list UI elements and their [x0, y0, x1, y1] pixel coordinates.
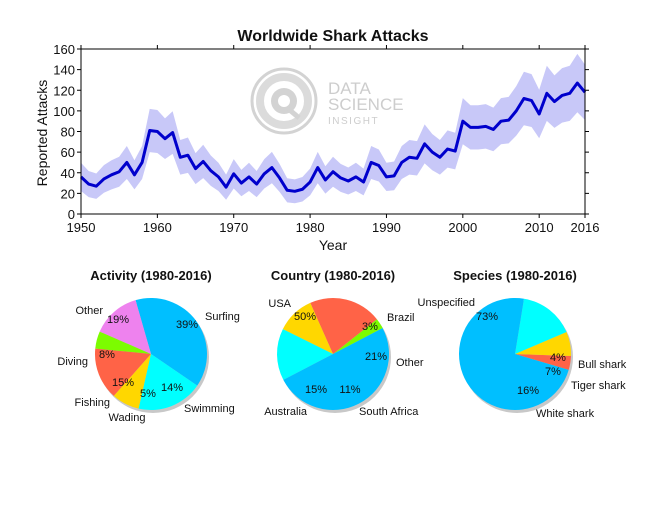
pie-slice: [310, 298, 377, 354]
pie-slice-label: South Africa: [359, 406, 419, 418]
pie-slice-label: Diving: [57, 356, 88, 368]
pie-slice-percent: 3%: [362, 321, 378, 333]
pie-slice: [282, 302, 333, 354]
x-tick-label: 2000: [448, 220, 477, 235]
pie-title: Activity (1980-2016): [90, 268, 211, 283]
watermark-line-1: DATA: [328, 79, 371, 98]
pie-slice: [138, 354, 198, 410]
pie-slice: [283, 328, 389, 410]
pie-slice-label: Fishing: [75, 397, 110, 409]
pie-slice-percent: 19%: [107, 314, 129, 326]
pie-slice-percent: 8%: [99, 349, 115, 361]
pie-slice-percent: 73%: [476, 311, 498, 323]
y-tick-label: 100: [53, 104, 75, 119]
pie-slice-label: Australia: [264, 406, 308, 418]
pie-chart: Country (1980-2016) 3% Brazil 21% Other 11% So…: [264, 268, 424, 418]
pie-slice-label: Bull shark: [578, 359, 627, 371]
watermark-line-2: SCIENCE: [328, 95, 404, 114]
x-tick-label: 1980: [296, 220, 325, 235]
pie-slice-label: Tiger shark: [571, 380, 626, 392]
x-tick-label: 2016: [571, 220, 600, 235]
pie-slice-percent: 4%: [550, 352, 566, 364]
pie-slice-label: USA: [268, 298, 291, 310]
pie-slice-label: Brazil: [387, 312, 415, 324]
pie-slice: [277, 329, 333, 380]
pie-slice-percent: 39%: [176, 319, 198, 331]
pie-slice-label: White shark: [536, 408, 595, 420]
y-tick-label: 120: [53, 83, 75, 98]
y-tick-label: 80: [61, 125, 75, 140]
pie-slice: [515, 331, 571, 356]
pie-slice-percent: 21%: [365, 351, 387, 363]
y-tick-label: 0: [68, 207, 75, 222]
pie-slice-label: Unspecified: [418, 297, 475, 309]
x-tick-label: 1950: [67, 220, 96, 235]
x-tick-label: 1960: [143, 220, 172, 235]
pie-slice-percent: 5%: [140, 388, 156, 400]
pie-chart: Species (1980-2016) 4% Bull shark 7% Tiger s…: [418, 268, 627, 420]
pie-slice-label: Wading: [109, 412, 146, 424]
y-axis-label: Reported Attacks: [34, 80, 50, 187]
pie-slice-percent: 15%: [112, 377, 134, 389]
pie-slice: [515, 298, 567, 354]
pie-title: Species (1980-2016): [453, 268, 577, 283]
y-tick-label: 160: [53, 42, 75, 57]
y-tick-label: 60: [61, 145, 75, 160]
pie-slice-label: Surfing: [205, 311, 240, 323]
pie-slice: [515, 354, 571, 370]
x-axis-label: Year: [319, 237, 348, 253]
pie-slice: [113, 354, 151, 409]
y-tick-label: 40: [61, 166, 75, 181]
pie-slice: [333, 319, 383, 354]
pie-slice: [459, 298, 569, 410]
pie-chart: Activity (1980-2016) 39% Surfing 14%Swimmin…: [57, 268, 240, 424]
watermark: DATA SCIENCE INSIGHT: [250, 67, 404, 135]
pie-slice: [95, 348, 151, 396]
x-tick-label: 2010: [525, 220, 554, 235]
pie-slice-label: Other: [396, 357, 424, 369]
pie-slice-label: Other: [75, 305, 103, 317]
pie-slice-percent: 7%: [545, 366, 561, 378]
pie-slice-label: Swimming: [184, 403, 235, 415]
pie-slice: [99, 300, 151, 354]
pie-slice: [95, 331, 151, 354]
attacks-line: [79, 81, 587, 193]
confidence-band-layer: [81, 53, 585, 204]
pie-slice: [135, 298, 207, 386]
watermark-line-3: INSIGHT: [328, 116, 379, 127]
axes-layer: 0 20 40 60 80 100 120 140 160 1950 1960 1970 1980 199…: [53, 42, 599, 235]
y-tick-label: 20: [61, 186, 75, 201]
pie-slice-percent: 14%: [161, 382, 183, 394]
line-chart: Worldwide Shark Attacks Reported Attacks…: [34, 28, 599, 253]
line-chart-title: Worldwide Shark Attacks: [237, 28, 428, 45]
y-tick-label: 140: [53, 63, 75, 78]
pie-charts: Activity (1980-2016) 39% Surfing 14%Swimmin…: [57, 268, 627, 424]
data-science-insight-logo-icon: [250, 67, 318, 135]
confidence-band: [81, 53, 585, 204]
series-layer: [79, 81, 587, 193]
x-tick-label: 1990: [372, 220, 401, 235]
pie-title: Country (1980-2016): [271, 268, 395, 283]
pie-slice-percent: 15%: [305, 384, 327, 396]
pie-slice-percent: 50%: [294, 311, 316, 323]
x-tick-label: 1970: [219, 220, 248, 235]
pie-slice-percent: 11%: [339, 384, 360, 396]
pie-slice-percent: 16%: [517, 385, 539, 397]
